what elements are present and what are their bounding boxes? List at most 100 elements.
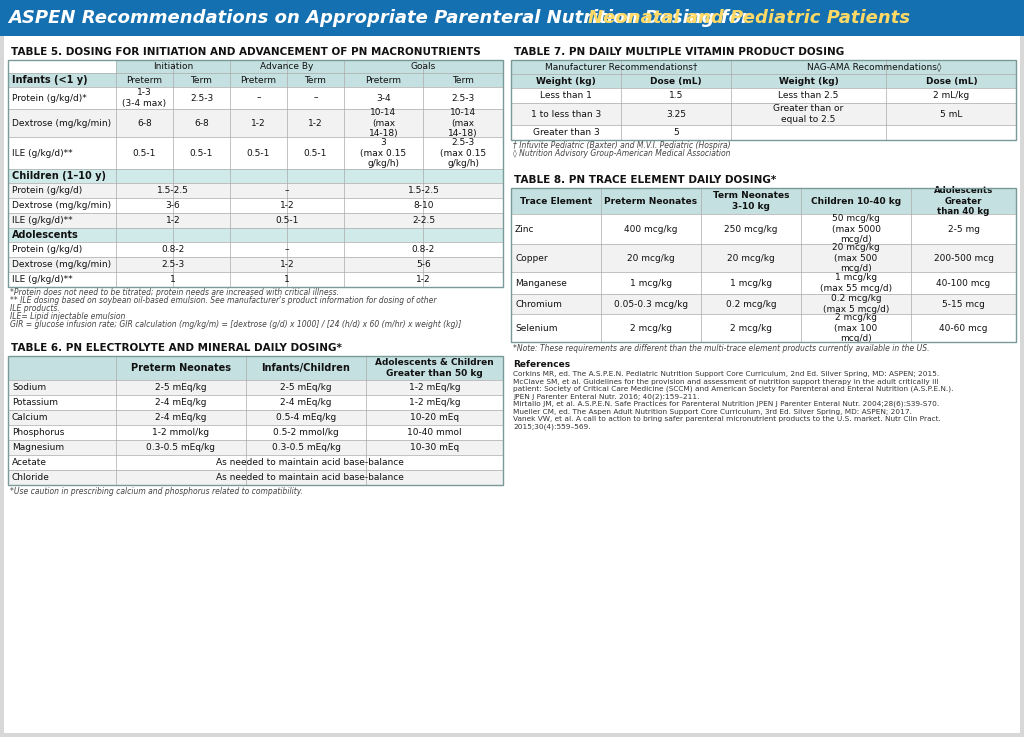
Text: Children 10-40 kg: Children 10-40 kg xyxy=(811,197,901,206)
Text: Sodium: Sodium xyxy=(12,383,46,392)
Text: JPEN J Parenter Enteral Nutr. 2016; 40(2):159–211.: JPEN J Parenter Enteral Nutr. 2016; 40(2… xyxy=(513,394,699,399)
Bar xyxy=(230,60,344,73)
Text: ** ILE dosing based on soybean oil-based emulsion. See manufacturer's product in: ** ILE dosing based on soybean oil-based… xyxy=(10,296,436,304)
Bar xyxy=(8,440,503,455)
Text: Calcium: Calcium xyxy=(12,413,48,422)
Text: Infants/Children: Infants/Children xyxy=(261,363,350,373)
Text: 1-2 mEq/kg: 1-2 mEq/kg xyxy=(409,398,461,407)
Text: Weight (kg): Weight (kg) xyxy=(537,77,596,85)
Text: Greater than 3: Greater than 3 xyxy=(532,128,599,137)
Text: Adolescents & Children
Greater than 50 kg: Adolescents & Children Greater than 50 k… xyxy=(375,358,494,377)
Text: 0.2 mcg/kg
(max 5 mcg/d): 0.2 mcg/kg (max 5 mcg/d) xyxy=(823,294,889,314)
Bar xyxy=(8,73,503,87)
Text: Dose (mL): Dose (mL) xyxy=(926,77,977,85)
Text: TABLE 8. PN TRACE ELEMENT DAILY DOSING*: TABLE 8. PN TRACE ELEMENT DAILY DOSING* xyxy=(514,175,776,185)
Bar xyxy=(8,228,503,242)
Text: 5-15 mcg: 5-15 mcg xyxy=(942,299,985,309)
Text: 0.5-1: 0.5-1 xyxy=(304,148,328,158)
Text: 2-4 mEq/kg: 2-4 mEq/kg xyxy=(156,413,207,422)
Text: –: – xyxy=(285,245,289,254)
Bar xyxy=(8,198,503,213)
Text: ◊ Nutrition Advisory Group-American Medical Association: ◊ Nutrition Advisory Group-American Medi… xyxy=(513,148,730,158)
Text: 1 mcg/kg
(max 55 mcg/d): 1 mcg/kg (max 55 mcg/d) xyxy=(820,273,892,293)
Bar xyxy=(8,183,503,198)
Text: 1: 1 xyxy=(170,275,176,284)
Text: 1.5: 1.5 xyxy=(669,91,683,100)
Text: 1-2: 1-2 xyxy=(280,260,294,269)
Text: Adolescents: Adolescents xyxy=(12,230,79,240)
Bar xyxy=(8,340,503,356)
Text: 2-5 mg: 2-5 mg xyxy=(947,225,980,234)
Text: 10-14
(max
14-18): 10-14 (max 14-18) xyxy=(449,108,478,138)
Text: 40-100 mcg: 40-100 mcg xyxy=(936,279,990,287)
Text: Term: Term xyxy=(452,75,474,85)
Text: 2015;30(4):559–569.: 2015;30(4):559–569. xyxy=(513,423,591,430)
Text: McClave SM, et al. Guidelines for the provision and assessment of nutrition supp: McClave SM, et al. Guidelines for the pr… xyxy=(513,379,939,385)
Text: 3.25: 3.25 xyxy=(666,110,686,119)
Text: As needed to maintain acid base-balance: As needed to maintain acid base-balance xyxy=(216,473,403,482)
Text: 6-8: 6-8 xyxy=(137,119,152,128)
Text: Manganese: Manganese xyxy=(515,279,567,287)
Text: Chloride: Chloride xyxy=(12,473,50,482)
Text: Phosphorus: Phosphorus xyxy=(12,428,65,437)
Text: TABLE 5. DOSING FOR INITIATION AND ADVANCEMENT OF PN MACRONUTRIENTS: TABLE 5. DOSING FOR INITIATION AND ADVAN… xyxy=(11,47,480,57)
Text: 3-4: 3-4 xyxy=(376,94,391,102)
Text: 2 mL/kg: 2 mL/kg xyxy=(933,91,970,100)
Bar xyxy=(8,470,503,485)
Text: Preterm: Preterm xyxy=(241,75,276,85)
Text: ILE products.: ILE products. xyxy=(10,304,59,312)
Text: Preterm Neonates: Preterm Neonates xyxy=(604,197,697,206)
Bar xyxy=(511,294,1016,314)
Text: Infants (<1 y): Infants (<1 y) xyxy=(12,75,88,85)
Bar xyxy=(511,44,1016,60)
Text: patient: Society of Critical Care Medicine (SCCM) and American Society for Paren: patient: Society of Critical Care Medici… xyxy=(513,385,953,392)
Text: Term: Term xyxy=(190,75,212,85)
Text: 0.5-2 mmol/kg: 0.5-2 mmol/kg xyxy=(273,428,339,437)
Bar xyxy=(8,356,503,380)
Text: Neonatal and Pediatric Patients: Neonatal and Pediatric Patients xyxy=(588,9,910,27)
Text: 1-2: 1-2 xyxy=(280,201,294,210)
Text: 10-14
(max
14-18): 10-14 (max 14-18) xyxy=(369,108,398,138)
Text: *Protein does not need to be titrated; protein needs are increased with critical: *Protein does not need to be titrated; p… xyxy=(10,287,339,296)
Text: 2.5-3: 2.5-3 xyxy=(189,94,213,102)
Text: 0.5-1: 0.5-1 xyxy=(133,148,157,158)
Text: 20 mcg/kg
(max 500
mcg/d): 20 mcg/kg (max 500 mcg/d) xyxy=(833,243,880,273)
Text: Preterm: Preterm xyxy=(366,75,401,85)
Text: 1.5-2.5: 1.5-2.5 xyxy=(408,186,439,195)
Bar xyxy=(8,60,116,73)
Bar xyxy=(511,214,1016,244)
Text: Selenium: Selenium xyxy=(515,324,557,332)
Text: *Use caution in prescribing calcium and phosphorus related to compatibility.: *Use caution in prescribing calcium and … xyxy=(10,486,303,495)
Text: Dextrose (mg/kg/min): Dextrose (mg/kg/min) xyxy=(12,201,112,210)
Text: 2.5-3: 2.5-3 xyxy=(452,94,475,102)
Text: 1 to less than 3: 1 to less than 3 xyxy=(530,110,601,119)
Text: 2.5-3: 2.5-3 xyxy=(162,260,184,269)
Text: Goals: Goals xyxy=(411,62,436,71)
Bar xyxy=(511,314,1016,342)
Bar xyxy=(8,109,503,137)
Text: 1-2: 1-2 xyxy=(416,275,431,284)
Text: 5-6: 5-6 xyxy=(416,260,431,269)
Text: 1-2 mmol/kg: 1-2 mmol/kg xyxy=(153,428,210,437)
Text: *Note: These requirements are different than the multi-trace element products cu: *Note: These requirements are different … xyxy=(513,343,930,352)
Text: Protein (g/kg/d): Protein (g/kg/d) xyxy=(12,186,82,195)
Text: 1: 1 xyxy=(284,275,290,284)
Text: 10-30 mEq: 10-30 mEq xyxy=(410,443,459,452)
Text: Copper: Copper xyxy=(515,254,548,262)
Bar xyxy=(8,60,503,287)
Text: 2 mcg/kg
(max 100
mcg/d): 2 mcg/kg (max 100 mcg/d) xyxy=(835,313,878,343)
Text: 2-2.5: 2-2.5 xyxy=(412,216,435,225)
Text: Term Neonates
3-10 kg: Term Neonates 3-10 kg xyxy=(713,192,790,211)
Text: Advance By: Advance By xyxy=(260,62,313,71)
Bar xyxy=(344,60,503,73)
Text: Dextrose (mg/kg/min): Dextrose (mg/kg/min) xyxy=(12,119,112,128)
Bar xyxy=(511,74,1016,88)
Bar xyxy=(8,257,503,272)
Text: 2.5-3
(max 0.15
g/kg/h): 2.5-3 (max 0.15 g/kg/h) xyxy=(440,138,486,168)
Text: –: – xyxy=(256,94,261,102)
Text: 1-2: 1-2 xyxy=(166,216,180,225)
Text: 2-4 mEq/kg: 2-4 mEq/kg xyxy=(156,398,207,407)
Bar xyxy=(8,169,503,183)
Text: 20 mcg/kg: 20 mcg/kg xyxy=(627,254,675,262)
Text: Preterm Neonates: Preterm Neonates xyxy=(131,363,231,373)
